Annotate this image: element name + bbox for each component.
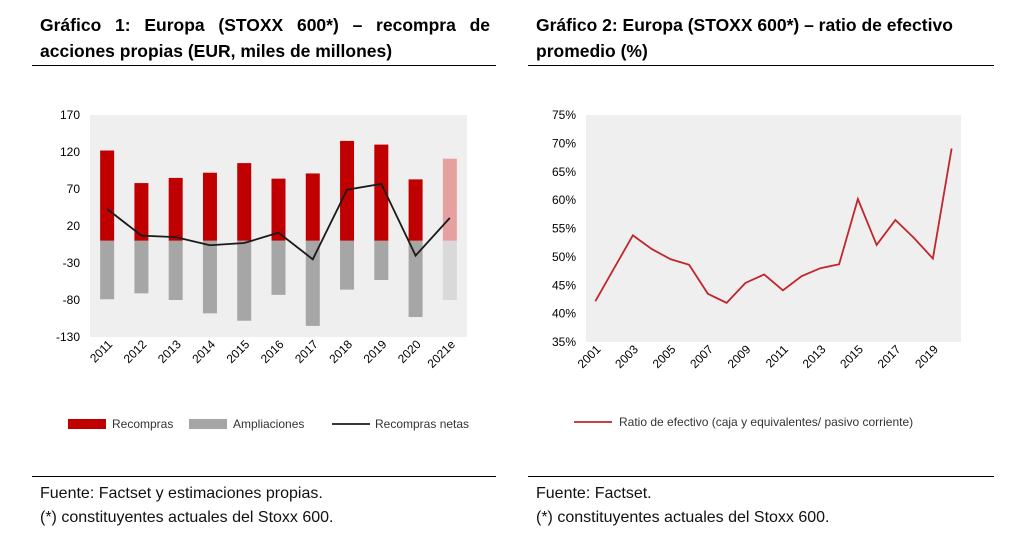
chart2-panel: Gráfico 2: Europa (STOXX 600*) – ratio d… (528, 0, 994, 558)
chart1-x-tick-label: 2014 (189, 337, 218, 366)
chart2-x-tick-label: 2011 (763, 342, 791, 370)
chart1-source-note: Fuente: Factset y estimaciones propias. (40, 485, 323, 502)
chart1-bar-recompras (134, 183, 149, 241)
chart2-y-tick-label: 45% (552, 278, 576, 292)
chart1-legend-label-netas: Recompras netas (375, 417, 469, 431)
chart1-legend-label-ampliaciones: Ampliaciones (233, 417, 304, 431)
chart1-plot: 170 120 70 20 -30 -80 -130 2011 2012 2013 2014 2015… (56, 108, 469, 431)
chart1-x-tick-label: 2012 (121, 337, 150, 366)
chart1-bar-recompras (408, 179, 423, 241)
chart1-y-tick-label: -30 (63, 256, 81, 270)
chart1-bar-recompras (374, 144, 389, 241)
chart2-y-tick-label: 75% (552, 108, 576, 122)
chart2-x-tick-label: 2001 (575, 342, 604, 371)
chart2-plot: 75% 70% 65% 60% 55% 50% 45% 40% 35%2001 2003 2005 2… (552, 108, 961, 429)
chart1-bar-ampliaciones (374, 240, 389, 281)
chart1-bar-recompras (237, 163, 252, 241)
chart1-x-tick-label: 2011 (87, 337, 115, 365)
chart1-bar-recompras (271, 178, 286, 241)
chart1-bar-ampliaciones (408, 240, 423, 318)
chart2-y-tick-label: 60% (552, 193, 576, 207)
chart1-line-recompras-netas (106, 182, 451, 261)
chart2-notes: Fuente: Factset. (*) constituyentes actu… (536, 482, 994, 530)
chart1-x-tick-label: 2021e (424, 337, 458, 371)
chart1-bar-recompras (442, 158, 457, 241)
chart2-notes-rule (528, 476, 994, 477)
chart1-x-tick-label: 2018 (326, 337, 355, 366)
chart1-notes-rule (32, 476, 496, 477)
chart1-legend-swatch-recompras (68, 419, 106, 429)
chart2-y-tick-label: 40% (552, 307, 576, 321)
chart1-x-tick-label: 2019 (361, 337, 390, 366)
chart1-bar-ampliaciones (168, 240, 183, 300)
chart1-bar-recompras (202, 172, 217, 241)
chart2-x-tick-label: 2015 (837, 342, 866, 371)
chart1-title-rule (32, 65, 496, 66)
chart2-source-note: Fuente: Factset. (536, 485, 652, 502)
chart1-x-tick-label: 2015 (224, 337, 253, 366)
chart1-notes: Fuente: Factset y estimaciones propias. … (40, 482, 496, 530)
chart1-x-tick-label: 2020 (395, 337, 424, 366)
chart2-title-rule (528, 65, 994, 66)
chart1-y-tick-label: -80 (63, 293, 81, 307)
chart1-x-tick-label: 2017 (292, 337, 321, 366)
chart2-y-tick-label: 70% (552, 136, 576, 150)
chart2-x-tick-label: 2009 (725, 342, 754, 371)
chart1-x-tick-label: 2013 (155, 337, 184, 366)
chart2-title: Gráfico 2: Europa (STOXX 600*) – ratio d… (536, 15, 953, 61)
chart1-bar-ampliaciones (134, 240, 149, 294)
chart2-y-tick-label: 65% (552, 165, 576, 179)
chart1-x-tick-label: 2016 (258, 337, 287, 366)
chart2-y-tick-label: 55% (552, 222, 576, 236)
chart2-x-tick-label: 2007 (687, 342, 716, 371)
chart2-y-tick-label: 50% (552, 250, 576, 264)
chart1-bar-ampliaciones (100, 240, 115, 300)
chart2-x-tick-label: 2019 (912, 342, 941, 371)
chart1-bar-ampliaciones (271, 240, 286, 295)
chart1-footnote: (*) constituyentes actuales del Stoxx 60… (40, 509, 334, 526)
chart1-y-tick-label: 70 (67, 182, 81, 196)
chart2-legend-label: Ratio de efectivo (caja y equivalentes/ … (619, 415, 913, 429)
chart1-legend-label-recompras: Recompras (112, 417, 173, 431)
chart1-bar-recompras (305, 173, 320, 241)
chart2-footnote: (*) constituyentes actuales del Stoxx 60… (536, 509, 830, 526)
chart1-bar-ampliaciones (202, 240, 217, 314)
chart2-line-ratio-efectivo (594, 148, 953, 304)
chart1-panel: Gráfico 1: Europa (STOXX 600*) – recompr… (32, 0, 496, 558)
chart1-bar-ampliaciones (442, 240, 457, 300)
chart1-bar-recompras (100, 150, 115, 241)
chart1-bar-ampliaciones (237, 240, 252, 321)
chart1-bar-ampliaciones (340, 240, 355, 290)
chart2-plot-area (586, 115, 961, 342)
chart1-y-tick-label: 20 (67, 219, 81, 233)
chart2-x-tick-label: 2017 (875, 342, 904, 371)
chart1-legend-swatch-ampliaciones (189, 419, 227, 429)
chart2-x-tick-label: 2013 (800, 342, 829, 371)
chart2-y-tick-label: 35% (552, 335, 576, 349)
chart1-y-tick-label: 120 (60, 145, 80, 159)
chart1-bar-ampliaciones (305, 240, 320, 326)
chart2-x-tick-label: 2003 (612, 342, 641, 371)
chart1-bar-recompras (168, 177, 183, 241)
chart2-x-tick-label: 2005 (650, 342, 679, 371)
chart1-y-tick-label: -130 (56, 330, 80, 344)
chart1-title: Gráfico 1: Europa (STOXX 600*) – recompr… (40, 15, 490, 61)
chart1-y-tick-label: 170 (60, 108, 80, 122)
